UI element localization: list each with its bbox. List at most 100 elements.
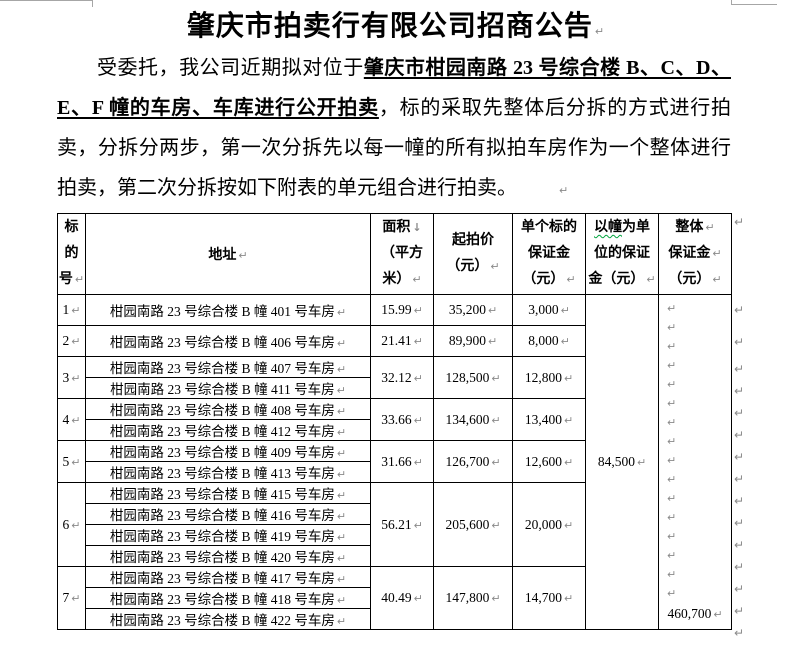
pilcrow-icon: ↵ [667, 549, 677, 562]
pilcrow-icon: ↵ [336, 384, 346, 397]
pilcrow-icon: ↵ [74, 273, 85, 286]
pilcrow-icon: ↵ [412, 273, 422, 286]
header-lot-no: 标 的 号 ↵ [57, 213, 86, 295]
address-cell: 柑园南路 23 号综合楼 B 幢 407 号车房 ↵ [85, 356, 371, 378]
lots-table: 标 的 号 ↵ 地址 ↵ 面积 ↓ （平方 米） ↵ 起拍价 （元） ↵ 单个标的 保证金 [57, 213, 732, 630]
pilcrow-icon: ↵ [646, 273, 656, 286]
pilcrow-icon: ↵ [336, 447, 347, 460]
deposit-cell: 8,000 ↵ [512, 325, 586, 357]
pilcrow-icon: ↵ [636, 456, 647, 469]
pilcrow-icon: ↵ [734, 428, 745, 442]
pilcrow-icon: ↵ [667, 454, 677, 467]
pilcrow-icon: ↵ [238, 249, 248, 262]
pilcrow-icon: ↵ [71, 304, 81, 317]
pilcrow-icon: ↵ [563, 592, 574, 605]
title-row: 肇庆市拍卖行有限公司招商公告 ↵ [0, 4, 792, 44]
address-cell: 柑园南路 23 号综合楼 B 幢 420 号车房 ↵ [85, 545, 371, 567]
address-cell: 柑园南路 23 号综合楼 B 幢 412 号车房 ↵ [85, 419, 371, 441]
pilcrow-icon: ↵ [413, 592, 423, 605]
pilcrow-icon: ↵ [667, 568, 677, 581]
pilcrow-icon: ↵ [667, 530, 677, 543]
address-cell: 柑园南路 23 号综合楼 B 幢 409 号车房 ↵ [85, 440, 371, 462]
table-row: 2 ↵ 柑园南路 23 号综合楼 B 幢 406 号车房 ↵ 21.41 ↵ 89,9… [57, 325, 732, 357]
intro-rest: ，标的采取先整体后分拆的方式进行拍卖，分拆分两步，第一次分拆先以每一幢的所有拟拍… [57, 97, 731, 199]
pilcrow-icon: ↵ [71, 413, 81, 427]
pilcrow-icon: ↵ [71, 371, 81, 385]
pilcrow-icon: ↵ [563, 518, 574, 532]
pilcrow-icon: ↵ [336, 363, 347, 376]
pilcrow-icon: ↵ [734, 626, 745, 640]
page-title: 肇庆市拍卖行有限公司招商公告 ↵ [186, 11, 606, 42]
header-address: 地址 ↵ [85, 213, 371, 295]
area-cell: 21.41 ↵ [370, 325, 434, 357]
margin-crop-mark-right [731, 0, 777, 5]
lot-number-cell: 6 ↵ [57, 482, 86, 567]
pilcrow-icon: ↵ [667, 435, 677, 448]
intro-paragraph: 受委托，我公司近期拟对位于肇庆市柑园南路 23 号综合楼 B、C、D、E、F 幢… [57, 48, 731, 211]
pilcrow-icon: ↵ [563, 371, 574, 385]
area-cell: 56.21 ↵ [370, 482, 434, 567]
start-price-cell: 126,700 ↵ [433, 440, 513, 483]
pilcrow-icon: ↵ [712, 273, 722, 286]
pilcrow-icon: ↵ [560, 304, 570, 317]
pilcrow-icon: ↵ [734, 472, 745, 486]
pilcrow-icon: ↵ [667, 321, 677, 334]
lot-number-cell: 3 ↵ [57, 356, 86, 399]
pilcrow-icon: ↵ [667, 302, 677, 315]
pilcrow-icon: ↵ [336, 337, 347, 350]
header-single-deposit: 单个标的 保证金 （元） ↵ [512, 213, 586, 295]
header-building-deposit: 以幢为单 位的保证 金（元） ↵ [585, 213, 659, 295]
pilcrow-icon: ↵ [336, 489, 347, 502]
pilcrow-icon: ↵ [490, 260, 500, 273]
pilcrow-icon: ↵ [413, 518, 423, 532]
start-price-cell: 147,800 ↵ [433, 566, 513, 630]
start-price-cell: 128,500 ↵ [433, 356, 513, 399]
pilcrow-icon: ↵ [667, 359, 677, 372]
pilcrow-icon: ↵ [667, 378, 677, 391]
overall-deposit-value: 460,700 ↵ [667, 606, 723, 621]
start-price-cell: 205,600 ↵ [433, 482, 513, 567]
pilcrow-icon: ↵ [71, 518, 81, 532]
pilcrow-icon: ↵ [560, 335, 570, 348]
building-deposit-value: 84,500 ↵ [597, 454, 647, 469]
pilcrow-icon: ↵ [336, 405, 347, 418]
line-break-icon: ↓ [412, 221, 422, 234]
pilcrow-icon: ↵ [667, 511, 677, 524]
table-row: 3 ↵ 柑园南路 23 号综合楼 B 幢 407 号车房 ↵ 32.12 ↵ 128,… [57, 356, 732, 399]
table-row: 柑园南路 23 号综合楼 B 幢 419 号车房 ↵ [58, 524, 732, 546]
pilcrow-icon: ↵ [734, 582, 745, 596]
lot-number-cell: 1 ↵ [57, 294, 86, 326]
pilcrow-icon: ↵ [667, 340, 677, 353]
margin-crop-mark-left [0, 0, 93, 7]
intro-lead: 受委托，我公司近期拟对位于 [97, 57, 364, 79]
pilcrow-icon: ↵ [491, 371, 501, 385]
pilcrow-icon: ↵ [336, 426, 347, 439]
pilcrow-icon: ↵ [667, 492, 677, 505]
header-start-price: 起拍价 （元） ↵ [433, 213, 513, 295]
header-area: 面积 ↓ （平方 米） ↵ [370, 213, 434, 295]
area-cell: 31.66 ↵ [370, 440, 434, 483]
address-cell: 柑园南路 23 号综合楼 B 幢 416 号车房 ↵ [85, 503, 371, 525]
deposit-cell: 14,700 ↵ [512, 566, 586, 630]
header-overall-deposit: 整体 ↵ 保证金 ↵ （元） ↵ [658, 213, 732, 295]
address-cell: 柑园南路 23 号综合楼 B 幢 411 号车房 ↵ [85, 377, 371, 399]
pilcrow-icon: ↵ [413, 413, 423, 427]
table-row: 柑园南路 23 号综合楼 B 幢 411 号车房 ↵ [58, 377, 732, 399]
pilcrow-icon: ↵ [734, 516, 745, 530]
area-cell: 32.12 ↵ [370, 356, 434, 399]
intro-emphasis: 肇庆市柑园南路 23 号综合楼 B、C、D、E、F 幢的车房、车库进行公开拍卖 [57, 57, 731, 119]
table-header-row: 标 的 号 ↵ 地址 ↵ 面积 ↓ （平方 米） ↵ 起拍价 （元） ↵ 单个标的 保证金 [57, 213, 732, 295]
pilcrow-icon: ↵ [594, 25, 606, 38]
start-price-cell: 89,900 ↵ [433, 325, 513, 357]
area-cell: 40.49 ↵ [370, 566, 434, 630]
pilcrow-icon: ↵ [667, 416, 677, 429]
pilcrow-icon: ↵ [667, 397, 677, 410]
deposit-cell: 13,400 ↵ [512, 398, 586, 441]
pilcrow-icon: ↵ [491, 592, 501, 605]
pilcrow-icon: ↵ [734, 303, 745, 317]
pilcrow-icon: ↵ [71, 335, 81, 348]
pilcrow-icon: ↵ [734, 362, 745, 376]
pilcrow-icon: ↵ [734, 335, 745, 349]
pilcrow-icon: ↵ [336, 573, 347, 586]
pilcrow-icon: ↵ [336, 552, 347, 565]
